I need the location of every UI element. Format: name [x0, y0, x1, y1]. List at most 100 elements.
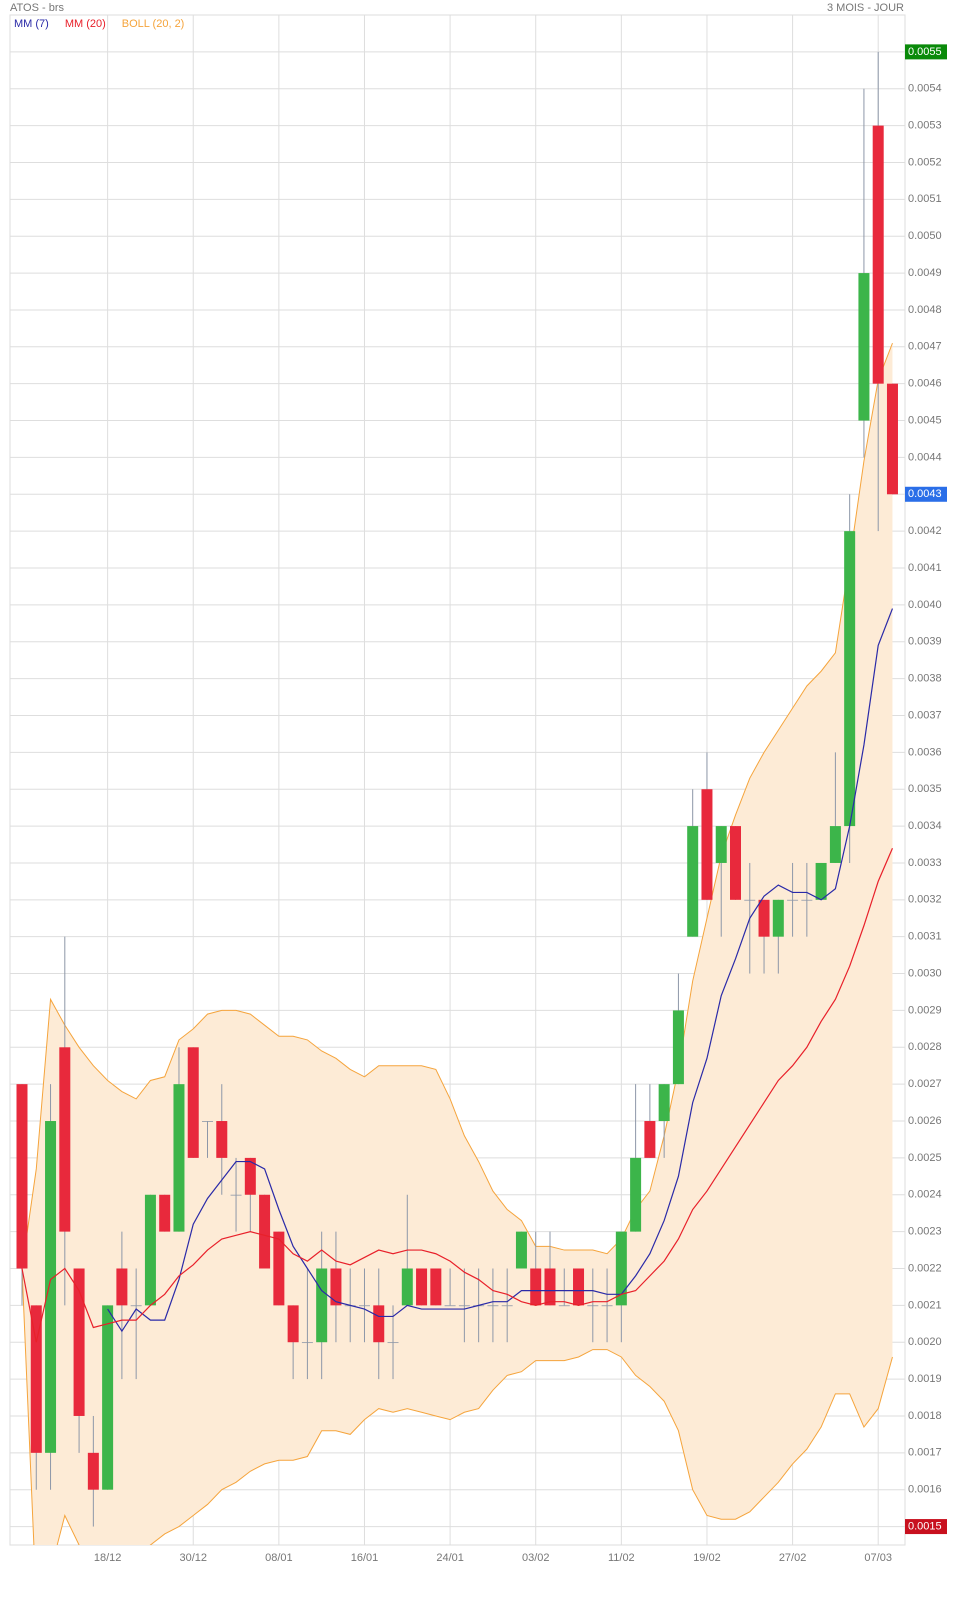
candle-body: [558, 1305, 570, 1307]
candle-body: [45, 1121, 57, 1453]
ma-line: [21, 847, 894, 1343]
y-tick-label: 0.0018: [908, 1410, 942, 1422]
x-tick-label: 18/12: [94, 1552, 122, 1564]
candle-body: [87, 1452, 99, 1490]
candle-body: [273, 1231, 285, 1306]
y-tick-label: 0.0024: [908, 1189, 942, 1201]
candle-body: [872, 125, 884, 384]
candle-body: [458, 1305, 470, 1307]
candle-body: [16, 1084, 28, 1269]
candle-body: [772, 899, 784, 937]
candle-body: [515, 1231, 527, 1269]
candle-body: [430, 1268, 442, 1306]
candle-body: [844, 531, 856, 827]
candle-body: [116, 1268, 128, 1306]
y-tick-label: 0.0042: [908, 525, 942, 537]
plot-layer: [16, 51, 898, 1545]
candle-body: [587, 1305, 599, 1307]
y-tick-label: 0.0027: [908, 1078, 942, 1090]
candle-body: [787, 899, 799, 901]
candle-body: [230, 1194, 242, 1196]
y-tick-label: 0.0028: [908, 1041, 942, 1053]
y-tick-label: 0.0021: [908, 1299, 942, 1311]
marker-box: [905, 1519, 947, 1535]
candle-body: [244, 1157, 256, 1195]
candle-body: [701, 789, 713, 900]
x-tick-label: 07/03: [864, 1552, 892, 1564]
y-tick-label: 0.0051: [908, 193, 942, 205]
candle-body: [387, 1342, 399, 1344]
candle-body: [373, 1305, 385, 1343]
candle-body: [144, 1194, 156, 1306]
candle-body: [672, 1010, 684, 1085]
candle-body: [601, 1305, 613, 1307]
candle-body: [858, 273, 870, 421]
y-tick-label: 0.0048: [908, 304, 942, 316]
candle-body: [316, 1268, 328, 1343]
candle-body: [801, 899, 813, 901]
candle-body: [715, 826, 727, 863]
candle-body: [330, 1268, 342, 1306]
candle-body: [301, 1342, 313, 1344]
marker-label: 0.0055: [908, 46, 942, 58]
marker-box: [905, 44, 947, 60]
candle-body: [730, 826, 741, 900]
y-tick-label: 0.0022: [908, 1262, 942, 1274]
y-tick-label: 0.0036: [908, 746, 942, 758]
candle-body: [202, 1121, 214, 1122]
candle-body: [658, 1084, 670, 1122]
y-tick-label: 0.0035: [908, 783, 942, 795]
candle-body: [30, 1305, 42, 1453]
y-tick-label: 0.0041: [908, 562, 942, 574]
y-tick-label: 0.0037: [908, 709, 942, 721]
y-tick-label: 0.0040: [908, 599, 942, 611]
y-tick-label: 0.0032: [908, 894, 942, 906]
candle-body: [216, 1121, 228, 1158]
candle-body: [687, 826, 699, 937]
marker-box: [905, 486, 947, 502]
y-tick-label: 0.0054: [908, 83, 942, 95]
marker-label: 0.0015: [908, 1520, 942, 1532]
candle-body: [358, 1305, 370, 1307]
legend-entry: MM (7): [14, 18, 49, 30]
candle-body: [73, 1268, 85, 1416]
y-tick-label: 0.0031: [908, 931, 942, 943]
x-tick-label: 19/02: [693, 1552, 721, 1564]
y-tick-label: 0.0023: [908, 1226, 942, 1238]
candle-body: [444, 1305, 456, 1307]
candle-body: [487, 1305, 499, 1307]
x-tick-label: 16/01: [351, 1552, 379, 1564]
y-tick-label: 0.0029: [908, 1004, 942, 1016]
y-tick-label: 0.0049: [908, 267, 942, 279]
candle-body: [758, 899, 770, 937]
candle-body: [159, 1194, 171, 1232]
candle-body: [173, 1084, 185, 1232]
y-tick-label: 0.0053: [908, 120, 942, 132]
candle-body: [630, 1157, 642, 1232]
y-tick-label: 0.0052: [908, 156, 942, 168]
candle-body: [573, 1268, 585, 1306]
candle-body: [501, 1305, 513, 1307]
candle-body: [644, 1121, 656, 1158]
y-tick-label: 0.0025: [908, 1152, 942, 1164]
x-tick-label: 03/02: [522, 1552, 550, 1564]
y-tick-label: 0.0026: [908, 1115, 942, 1127]
y-tick-label: 0.0019: [908, 1373, 942, 1385]
candle-body: [829, 826, 841, 863]
candle-body: [102, 1305, 114, 1490]
y-tick-label: 0.0030: [908, 967, 942, 979]
candle-body: [615, 1231, 627, 1306]
marker-label: 0.0043: [908, 488, 942, 500]
band-upper: [21, 342, 893, 1269]
candle-body: [530, 1268, 542, 1306]
y-tick-label: 0.0034: [908, 820, 942, 832]
y-tick-label: 0.0017: [908, 1447, 942, 1459]
y-tick-label: 0.0044: [908, 451, 942, 463]
chart-subtitle: 3 MOIS - JOUR: [827, 2, 904, 14]
candle-body: [544, 1268, 556, 1306]
candle-body: [59, 1047, 71, 1232]
x-tick-label: 24/01: [436, 1552, 464, 1564]
candle-body: [401, 1268, 413, 1306]
y-tick-label: 0.0033: [908, 857, 942, 869]
candle-body: [287, 1305, 299, 1343]
